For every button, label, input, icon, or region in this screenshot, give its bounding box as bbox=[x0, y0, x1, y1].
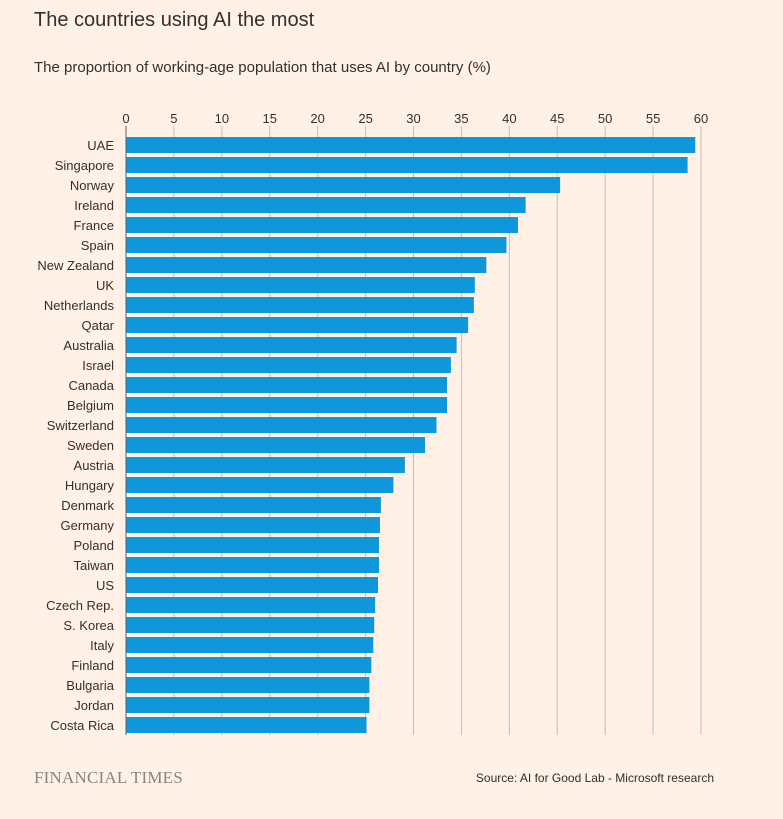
category-label: US bbox=[96, 578, 114, 593]
bar bbox=[126, 497, 381, 513]
x-tick-label: 50 bbox=[598, 111, 612, 126]
category-label: Denmark bbox=[61, 498, 114, 513]
bar bbox=[126, 357, 451, 373]
bar bbox=[126, 517, 380, 533]
category-label: Singapore bbox=[55, 158, 114, 173]
publisher-logo: FINANCIAL TIMES bbox=[34, 768, 183, 787]
category-label: Switzerland bbox=[47, 418, 114, 433]
category-label: France bbox=[74, 218, 114, 233]
category-label: Germany bbox=[61, 518, 115, 533]
bar bbox=[126, 237, 507, 253]
bar bbox=[126, 457, 405, 473]
category-label: Belgium bbox=[67, 398, 114, 413]
category-label: Poland bbox=[74, 538, 114, 553]
bar bbox=[126, 537, 379, 553]
category-label: Bulgaria bbox=[66, 678, 114, 693]
x-tick-label: 0 bbox=[122, 111, 129, 126]
bar bbox=[126, 337, 457, 353]
category-label: UAE bbox=[87, 138, 114, 153]
bar bbox=[126, 577, 379, 593]
category-label: Taiwan bbox=[74, 558, 114, 573]
x-tick-label: 40 bbox=[502, 111, 516, 126]
bar bbox=[126, 597, 376, 613]
bar bbox=[126, 157, 688, 173]
bar bbox=[126, 677, 370, 693]
category-label: Jordan bbox=[74, 698, 114, 713]
chart-subtitle: The proportion of working-age population… bbox=[34, 59, 491, 76]
category-label: Costa Rica bbox=[50, 718, 114, 733]
bar bbox=[126, 377, 448, 393]
category-label: Finland bbox=[71, 658, 114, 673]
category-label: Sweden bbox=[67, 438, 114, 453]
x-tick-label: 30 bbox=[406, 111, 420, 126]
x-tick-label: 15 bbox=[263, 111, 277, 126]
category-label: Norway bbox=[70, 178, 115, 193]
x-tick-label: 60 bbox=[694, 111, 708, 126]
source-note: Source: AI for Good Lab - Microsoft rese… bbox=[475, 771, 714, 785]
bar bbox=[126, 197, 526, 213]
category-label: Ireland bbox=[74, 198, 114, 213]
bar bbox=[126, 397, 448, 413]
category-label: Australia bbox=[63, 338, 114, 353]
category-label: Austria bbox=[74, 458, 115, 473]
bar bbox=[126, 417, 437, 433]
x-tick-label: 55 bbox=[646, 111, 660, 126]
category-label: Canada bbox=[68, 378, 114, 393]
category-label: Czech Rep. bbox=[46, 598, 114, 613]
bar bbox=[126, 637, 374, 653]
category-label: New Zealand bbox=[37, 258, 114, 273]
bar bbox=[126, 217, 518, 233]
category-label: S. Korea bbox=[63, 618, 114, 633]
category-label: Israel bbox=[82, 358, 114, 373]
category-label: Hungary bbox=[65, 478, 115, 493]
bar bbox=[126, 697, 370, 713]
x-tick-label: 5 bbox=[170, 111, 177, 126]
bar bbox=[126, 297, 474, 313]
bar bbox=[126, 657, 372, 673]
category-label: Spain bbox=[81, 238, 114, 253]
bar bbox=[126, 557, 379, 573]
bar bbox=[126, 617, 375, 633]
bar bbox=[126, 177, 561, 193]
category-label: Qatar bbox=[81, 318, 114, 333]
x-tick-label: 10 bbox=[215, 111, 229, 126]
category-label: Netherlands bbox=[44, 298, 115, 313]
category-label: Italy bbox=[90, 638, 114, 653]
bar bbox=[126, 137, 696, 153]
bar bbox=[126, 277, 475, 293]
bar bbox=[126, 317, 469, 333]
bar bbox=[126, 257, 487, 273]
bar bbox=[126, 437, 425, 453]
bar bbox=[126, 477, 394, 493]
x-tick-label: 25 bbox=[358, 111, 372, 126]
x-tick-label: 45 bbox=[550, 111, 564, 126]
x-tick-label: 20 bbox=[310, 111, 324, 126]
chart-title: The countries using AI the most bbox=[34, 9, 315, 31]
x-tick-label: 35 bbox=[454, 111, 468, 126]
bar bbox=[126, 717, 367, 733]
category-label: UK bbox=[96, 278, 114, 293]
